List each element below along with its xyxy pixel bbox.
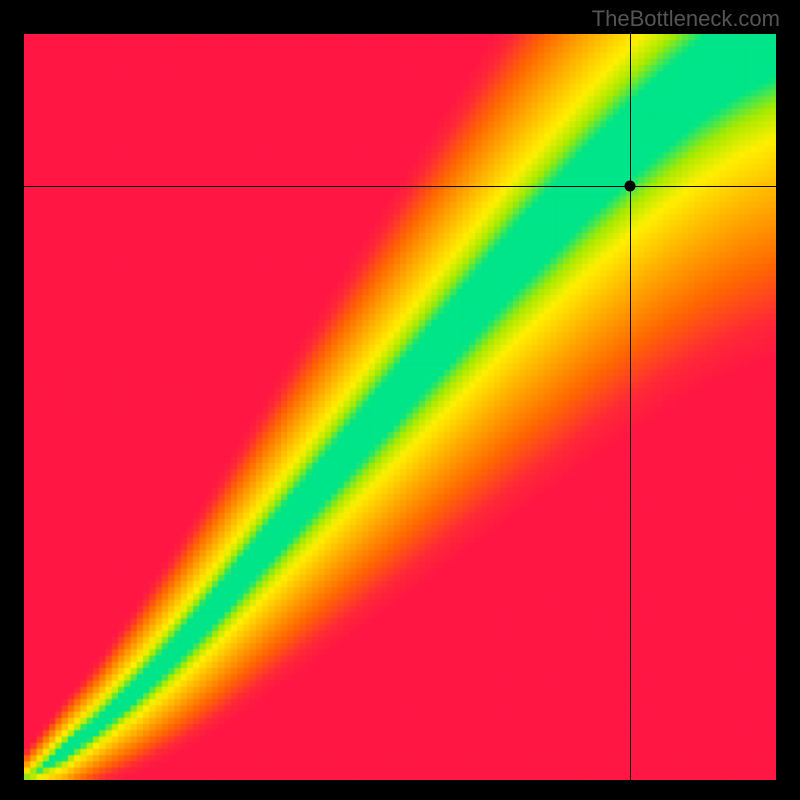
plot-area	[24, 34, 776, 780]
watermark-text: TheBottleneck.com	[592, 6, 780, 32]
heatmap-canvas	[24, 34, 776, 780]
chart-container: TheBottleneck.com	[0, 0, 800, 800]
crosshair-horizontal	[24, 186, 776, 187]
marker-dot	[625, 181, 636, 192]
crosshair-vertical	[630, 34, 631, 780]
